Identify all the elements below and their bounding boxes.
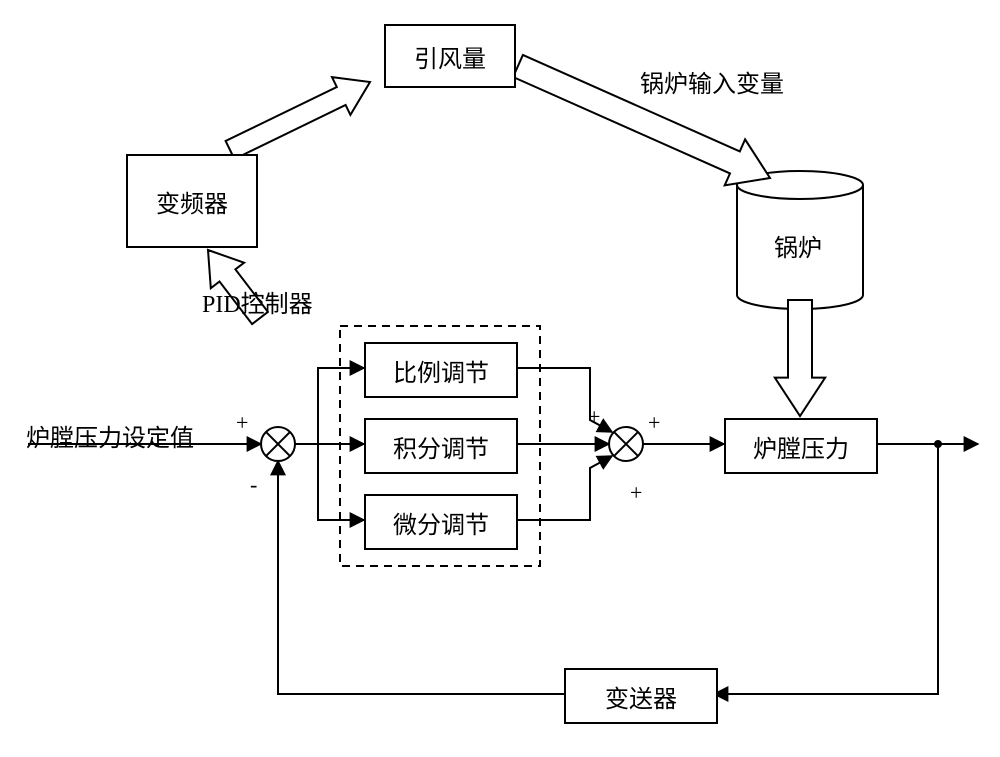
pressure-block: 炉膛压力 xyxy=(724,418,878,474)
label-minus_left: - xyxy=(250,472,257,498)
pressure-label: 炉膛压力 xyxy=(753,429,849,464)
deriv-block: 微分调节 xyxy=(364,494,518,550)
label-plus_r2: + xyxy=(648,410,660,436)
sum-node-right xyxy=(609,427,643,461)
deriv-label: 微分调节 xyxy=(393,505,489,540)
label-plus_left: + xyxy=(236,410,248,436)
block-arrow-inverter_to_air xyxy=(226,77,370,159)
integ-label: 积分调节 xyxy=(393,429,489,464)
transmitter-label: 变送器 xyxy=(605,679,677,714)
transmitter-block: 变送器 xyxy=(564,668,718,724)
prop-label: 比例调节 xyxy=(393,353,489,388)
arrow-9 xyxy=(714,444,938,694)
inverter-label: 变频器 xyxy=(156,184,228,219)
inverter-block: 变频器 xyxy=(126,154,258,248)
air_volume-block: 引风量 xyxy=(384,24,516,88)
pid-box-label: PID控制器 xyxy=(202,284,313,319)
label-input_var: 锅炉输入变量 xyxy=(640,64,784,99)
arrow-3 xyxy=(318,444,364,520)
label-plus_r1: + xyxy=(588,404,600,430)
sum-node-left xyxy=(261,427,295,461)
block-arrow-boiler_to_press xyxy=(775,300,825,416)
branch-dot xyxy=(934,440,942,448)
air_volume-label: 引风量 xyxy=(414,39,486,74)
arrow-6 xyxy=(514,456,612,520)
label-setpoint: 炉膛压力设定值 xyxy=(26,418,194,453)
integ-block: 积分调节 xyxy=(364,418,518,474)
prop-block: 比例调节 xyxy=(364,342,518,398)
label-plus_r3: + xyxy=(630,480,642,506)
boiler-label: 锅炉 xyxy=(774,228,822,263)
